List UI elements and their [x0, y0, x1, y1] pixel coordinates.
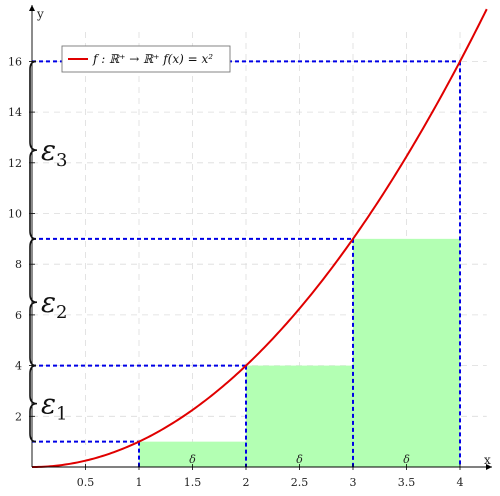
bar-delta-label: δ — [296, 453, 303, 466]
x-tick-label: 0.5 — [77, 476, 95, 489]
y-axis-label: y — [36, 7, 44, 21]
epsilon-label: ε3 — [41, 134, 67, 171]
epsilon-subscript: 3 — [56, 150, 67, 171]
axes — [29, 5, 492, 470]
y-tick-label: 2 — [15, 410, 22, 423]
x-tick-label: 1.5 — [184, 476, 202, 489]
bar-delta-label: δ — [189, 453, 196, 466]
y-tick-label: 10 — [8, 208, 22, 221]
y-axis-arrow — [29, 5, 35, 11]
bar — [139, 441, 246, 467]
y-tick-label: 8 — [15, 258, 22, 271]
x-tick-label: 3.5 — [398, 476, 416, 489]
curve-layer — [31, 8, 488, 468]
epsilon-brace — [29, 364, 38, 443]
x-tick-label: 2 — [243, 476, 250, 489]
x-axis-label: x — [484, 453, 491, 467]
y-tick-label: 16 — [8, 55, 22, 68]
legend: f : ℝ⁺ → ℝ⁺ f(x) = x² — [61, 45, 231, 73]
x-tick-label: 1 — [136, 476, 143, 489]
epsilon-brace — [29, 60, 38, 240]
y-tick-label: 12 — [8, 157, 22, 170]
x-tick-label: 2.5 — [291, 476, 309, 489]
y-tick-label: 14 — [8, 106, 22, 119]
x-tick-label: 4 — [457, 476, 464, 489]
epsilon-label: ε2 — [41, 286, 67, 323]
legend-text: f : ℝ⁺ → ℝ⁺ f(x) = x² — [92, 52, 213, 66]
legend-box — [61, 45, 231, 73]
y-tick-label: 4 — [15, 360, 22, 373]
epsilon-label: ε1 — [41, 388, 67, 425]
bar-delta-label: δ — [403, 453, 410, 466]
epsilon-braces: ε1 ε2 ε3 — [29, 60, 67, 443]
epsilon-subscript: 2 — [56, 302, 67, 323]
epsilon-subscript: 1 — [56, 404, 67, 425]
y-tick-label: 6 — [15, 309, 22, 322]
x-tick-label: 3 — [350, 476, 357, 489]
x-axis-arrow — [486, 464, 492, 470]
epsilon-brace — [29, 238, 38, 367]
bar — [246, 365, 353, 467]
bar — [353, 238, 460, 467]
series-line — [31, 8, 488, 468]
